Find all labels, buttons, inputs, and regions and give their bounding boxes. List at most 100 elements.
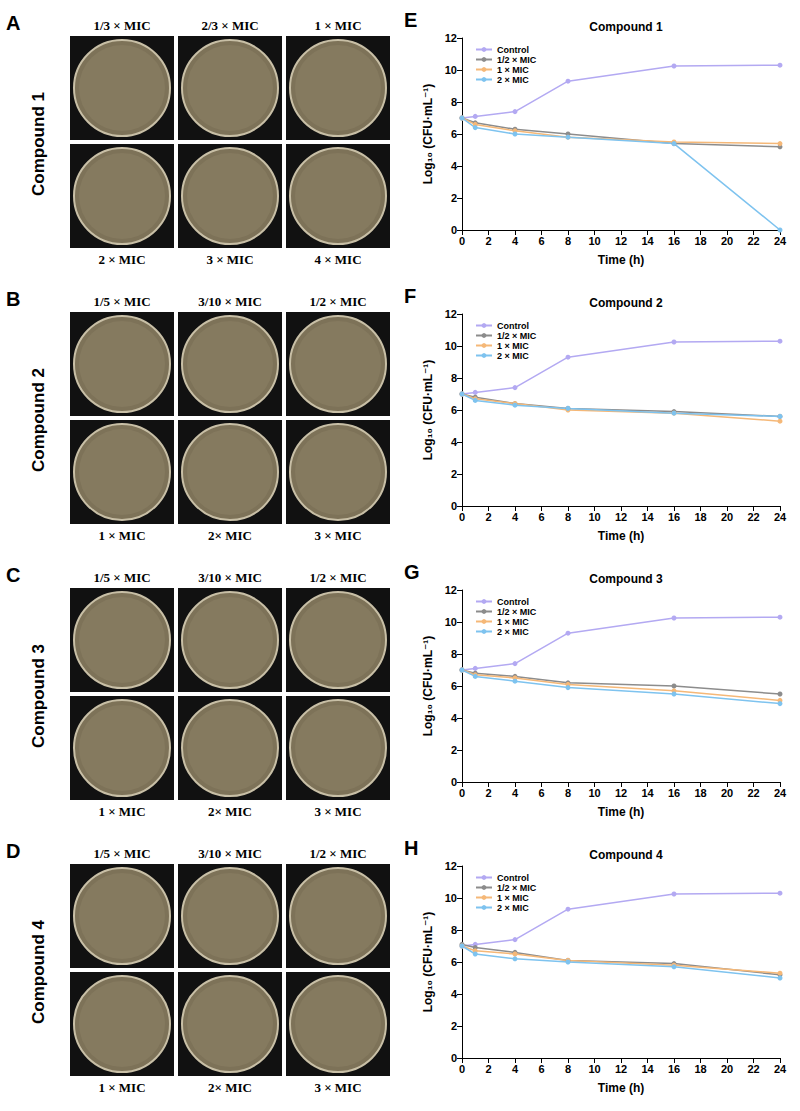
svg-text:18: 18 [694,235,706,247]
svg-text:H: H [404,837,418,859]
svg-text:12: 12 [615,511,627,523]
svg-text:1/2 × MIC: 1/2 × MIC [309,570,366,585]
svg-text:1/2 × MIC: 1/2 × MIC [497,331,537,341]
svg-text:14: 14 [641,787,654,799]
svg-text:4: 4 [451,988,458,1000]
svg-text:6: 6 [538,511,544,523]
svg-text:10: 10 [445,340,457,352]
svg-text:12: 12 [615,1063,627,1075]
svg-text:Time (h): Time (h) [598,253,644,267]
svg-text:1/5 × MIC: 1/5 × MIC [93,846,150,861]
svg-text:Compound 1: Compound 1 [29,92,48,196]
svg-text:1/5 × MIC: 1/5 × MIC [93,570,150,585]
svg-text:1 × MIC: 1 × MIC [98,1080,145,1095]
svg-text:2× MIC: 2× MIC [208,804,252,819]
svg-text:10: 10 [445,616,457,628]
svg-text:2 × MIC: 2 × MIC [497,627,529,637]
svg-text:22: 22 [747,1063,759,1075]
svg-text:24: 24 [774,511,787,523]
svg-text:16: 16 [668,511,680,523]
svg-text:B: B [6,288,20,310]
svg-text:3/10 × MIC: 3/10 × MIC [198,570,262,585]
svg-text:0: 0 [451,500,457,512]
svg-text:Log₁₀ (CFU·mL⁻¹): Log₁₀ (CFU·mL⁻¹) [421,636,435,737]
svg-text:10: 10 [445,892,457,904]
svg-text:22: 22 [747,787,759,799]
svg-text:0: 0 [459,511,465,523]
svg-text:4: 4 [512,511,519,523]
svg-text:20: 20 [721,1063,733,1075]
svg-text:18: 18 [694,787,706,799]
svg-text:0: 0 [459,787,465,799]
svg-text:Time (h): Time (h) [598,529,644,543]
svg-text:Compound 3: Compound 3 [29,644,48,748]
svg-text:Log₁₀ (CFU·mL⁻¹): Log₁₀ (CFU·mL⁻¹) [421,360,435,461]
svg-text:8: 8 [565,1063,571,1075]
svg-text:2: 2 [485,787,491,799]
svg-text:A: A [6,12,20,34]
svg-text:22: 22 [747,511,759,523]
svg-text:4: 4 [512,1063,519,1075]
svg-text:4: 4 [451,712,458,724]
svg-text:1 × MIC: 1 × MIC [497,617,529,627]
svg-text:4: 4 [512,235,519,247]
svg-text:24: 24 [774,1063,787,1075]
svg-text:8: 8 [565,511,571,523]
svg-text:12: 12 [445,584,457,596]
svg-text:10: 10 [588,511,600,523]
svg-text:8: 8 [451,372,457,384]
svg-text:Time (h): Time (h) [598,1081,644,1095]
svg-text:0: 0 [459,1063,465,1075]
svg-text:6: 6 [451,956,457,968]
svg-text:4: 4 [451,436,458,448]
svg-text:Log₁₀ (CFU·mL⁻¹): Log₁₀ (CFU·mL⁻¹) [421,912,435,1013]
svg-text:3 × MIC: 3 × MIC [314,804,361,819]
svg-text:3/10 × MIC: 3/10 × MIC [198,294,262,309]
svg-text:10: 10 [588,787,600,799]
svg-text:4 × MIC: 4 × MIC [314,252,361,267]
svg-text:Compound 4: Compound 4 [29,920,48,1024]
svg-text:1 × MIC: 1 × MIC [314,18,361,33]
svg-text:Control: Control [497,45,529,55]
svg-text:14: 14 [641,511,654,523]
svg-text:1/2 × MIC: 1/2 × MIC [309,294,366,309]
svg-text:3 × MIC: 3 × MIC [314,1080,361,1095]
svg-text:24: 24 [774,235,787,247]
svg-text:D: D [6,840,20,862]
svg-text:12: 12 [445,32,457,44]
svg-text:12: 12 [615,235,627,247]
svg-text:Compound 2: Compound 2 [29,368,48,472]
svg-text:0: 0 [451,776,457,788]
svg-text:0: 0 [459,235,465,247]
svg-text:18: 18 [694,1063,706,1075]
svg-text:16: 16 [668,235,680,247]
svg-text:0: 0 [451,224,457,236]
svg-text:18: 18 [694,511,706,523]
svg-text:6: 6 [538,1063,544,1075]
svg-text:2: 2 [451,744,457,756]
svg-text:2 × MIC: 2 × MIC [497,903,529,913]
svg-text:20: 20 [721,787,733,799]
svg-text:8: 8 [451,648,457,660]
svg-text:6: 6 [538,787,544,799]
svg-text:24: 24 [774,787,787,799]
svg-text:20: 20 [721,511,733,523]
svg-text:Time (h): Time (h) [598,805,644,819]
svg-text:Control: Control [497,321,529,331]
svg-text:4: 4 [451,160,458,172]
svg-text:3/10 × MIC: 3/10 × MIC [198,846,262,861]
svg-text:1/3 × MIC: 1/3 × MIC [93,18,150,33]
svg-text:2/3 × MIC: 2/3 × MIC [201,18,258,33]
svg-text:10: 10 [588,1063,600,1075]
svg-text:6: 6 [451,128,457,140]
svg-text:1 × MIC: 1 × MIC [497,65,529,75]
svg-text:2: 2 [485,1063,491,1075]
svg-text:E: E [404,9,417,31]
svg-text:2: 2 [485,235,491,247]
svg-text:C: C [6,564,20,586]
svg-text:12: 12 [445,860,457,872]
svg-text:8: 8 [565,235,571,247]
svg-text:Log₁₀ (CFU·mL⁻¹): Log₁₀ (CFU·mL⁻¹) [421,84,435,185]
svg-text:3 × MIC: 3 × MIC [206,252,253,267]
svg-text:2× MIC: 2× MIC [208,528,252,543]
